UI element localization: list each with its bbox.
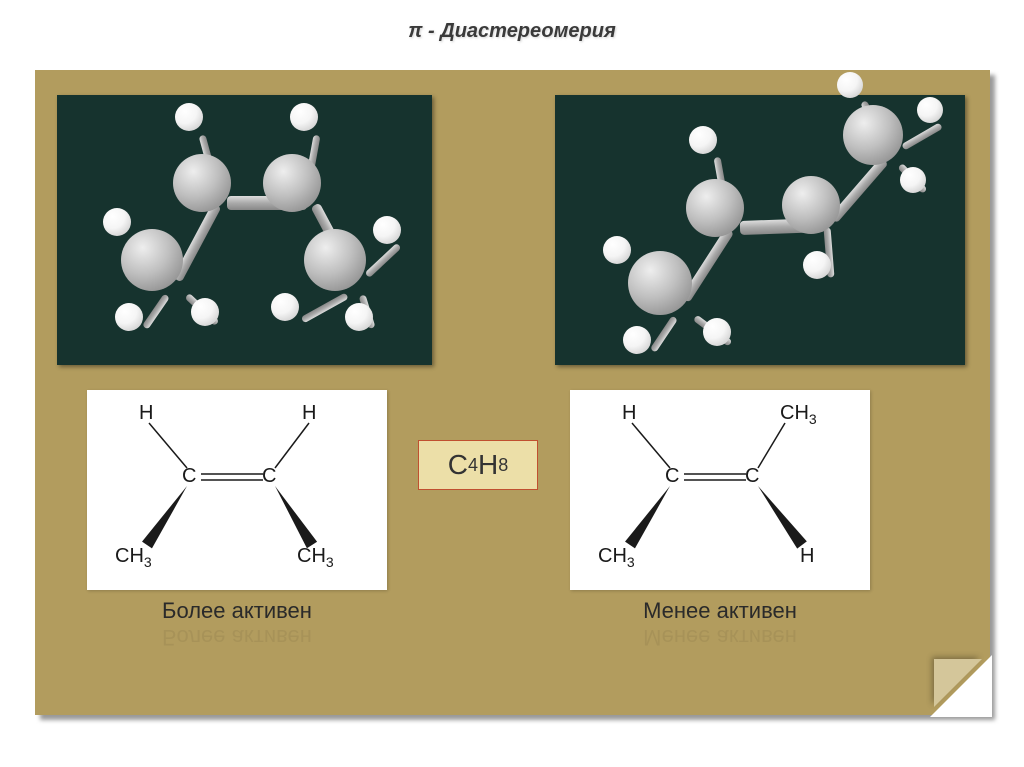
page-title: π - Диастереомерия	[0, 0, 1024, 43]
page-curl-icon	[930, 655, 990, 715]
caption-left-reflection: Более активен	[87, 624, 387, 650]
structure-2d-cis: HHCCCH3CH3	[87, 390, 387, 590]
formula-sub1: 4	[468, 455, 478, 476]
formula-sub2: 8	[498, 455, 508, 476]
structure-2d-trans: HCH3CCCH3H	[570, 390, 870, 590]
caption-right-reflection: Менее активен	[570, 624, 870, 650]
caption-right: Менее активен	[570, 598, 870, 624]
caption-left: Более активен	[87, 598, 387, 624]
molecule-3d-cis	[57, 95, 432, 365]
formula-c: C	[448, 449, 468, 481]
formula-h: H	[478, 449, 498, 481]
formula-box: C4H8	[418, 440, 538, 490]
molecule-3d-trans	[555, 95, 965, 365]
content-panel: HHCCCH3CH3 HCH3CCCH3H C4H8 Более активен…	[35, 70, 990, 715]
